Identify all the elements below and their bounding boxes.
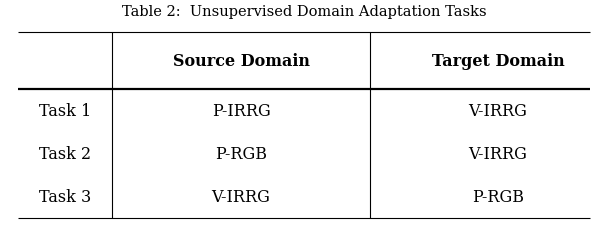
Text: V-IRRG: V-IRRG xyxy=(469,146,527,163)
Text: Source Domain: Source Domain xyxy=(173,53,309,70)
Text: P-IRRG: P-IRRG xyxy=(212,103,271,120)
Text: Task 2: Task 2 xyxy=(40,146,91,163)
Text: P-RGB: P-RGB xyxy=(472,188,524,205)
Text: Table 2:  Unsupervised Domain Adaptation Tasks: Table 2: Unsupervised Domain Adaptation … xyxy=(122,5,486,19)
Text: Target Domain: Target Domain xyxy=(432,53,564,70)
Text: Task 3: Task 3 xyxy=(40,188,91,205)
Text: V-IRRG: V-IRRG xyxy=(212,188,271,205)
Text: P-RGB: P-RGB xyxy=(215,146,267,163)
Text: V-IRRG: V-IRRG xyxy=(469,103,527,120)
Text: Task 1: Task 1 xyxy=(40,103,91,120)
